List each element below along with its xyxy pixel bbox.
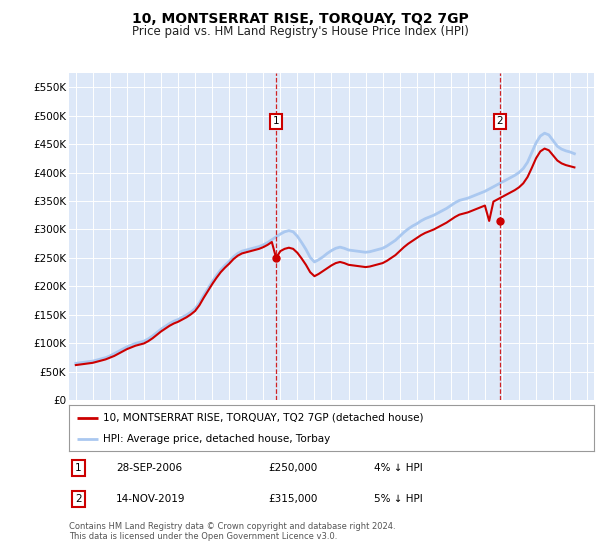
Text: 5% ↓ HPI: 5% ↓ HPI	[373, 494, 422, 503]
Text: 2: 2	[496, 116, 503, 126]
Text: 10, MONTSERRAT RISE, TORQUAY, TQ2 7GP: 10, MONTSERRAT RISE, TORQUAY, TQ2 7GP	[131, 12, 469, 26]
Text: £315,000: £315,000	[269, 494, 318, 503]
Text: Contains HM Land Registry data © Crown copyright and database right 2024.
This d: Contains HM Land Registry data © Crown c…	[69, 522, 395, 542]
Text: 2: 2	[75, 494, 82, 503]
Text: HPI: Average price, detached house, Torbay: HPI: Average price, detached house, Torb…	[103, 435, 331, 444]
Text: £250,000: £250,000	[269, 463, 318, 473]
Text: 14-NOV-2019: 14-NOV-2019	[116, 494, 186, 503]
Text: 4% ↓ HPI: 4% ↓ HPI	[373, 463, 422, 473]
Text: 1: 1	[273, 116, 280, 126]
Text: 28-SEP-2006: 28-SEP-2006	[116, 463, 182, 473]
Text: 10, MONTSERRAT RISE, TORQUAY, TQ2 7GP (detached house): 10, MONTSERRAT RISE, TORQUAY, TQ2 7GP (d…	[103, 413, 424, 423]
Text: 1: 1	[75, 463, 82, 473]
Text: Price paid vs. HM Land Registry's House Price Index (HPI): Price paid vs. HM Land Registry's House …	[131, 25, 469, 38]
